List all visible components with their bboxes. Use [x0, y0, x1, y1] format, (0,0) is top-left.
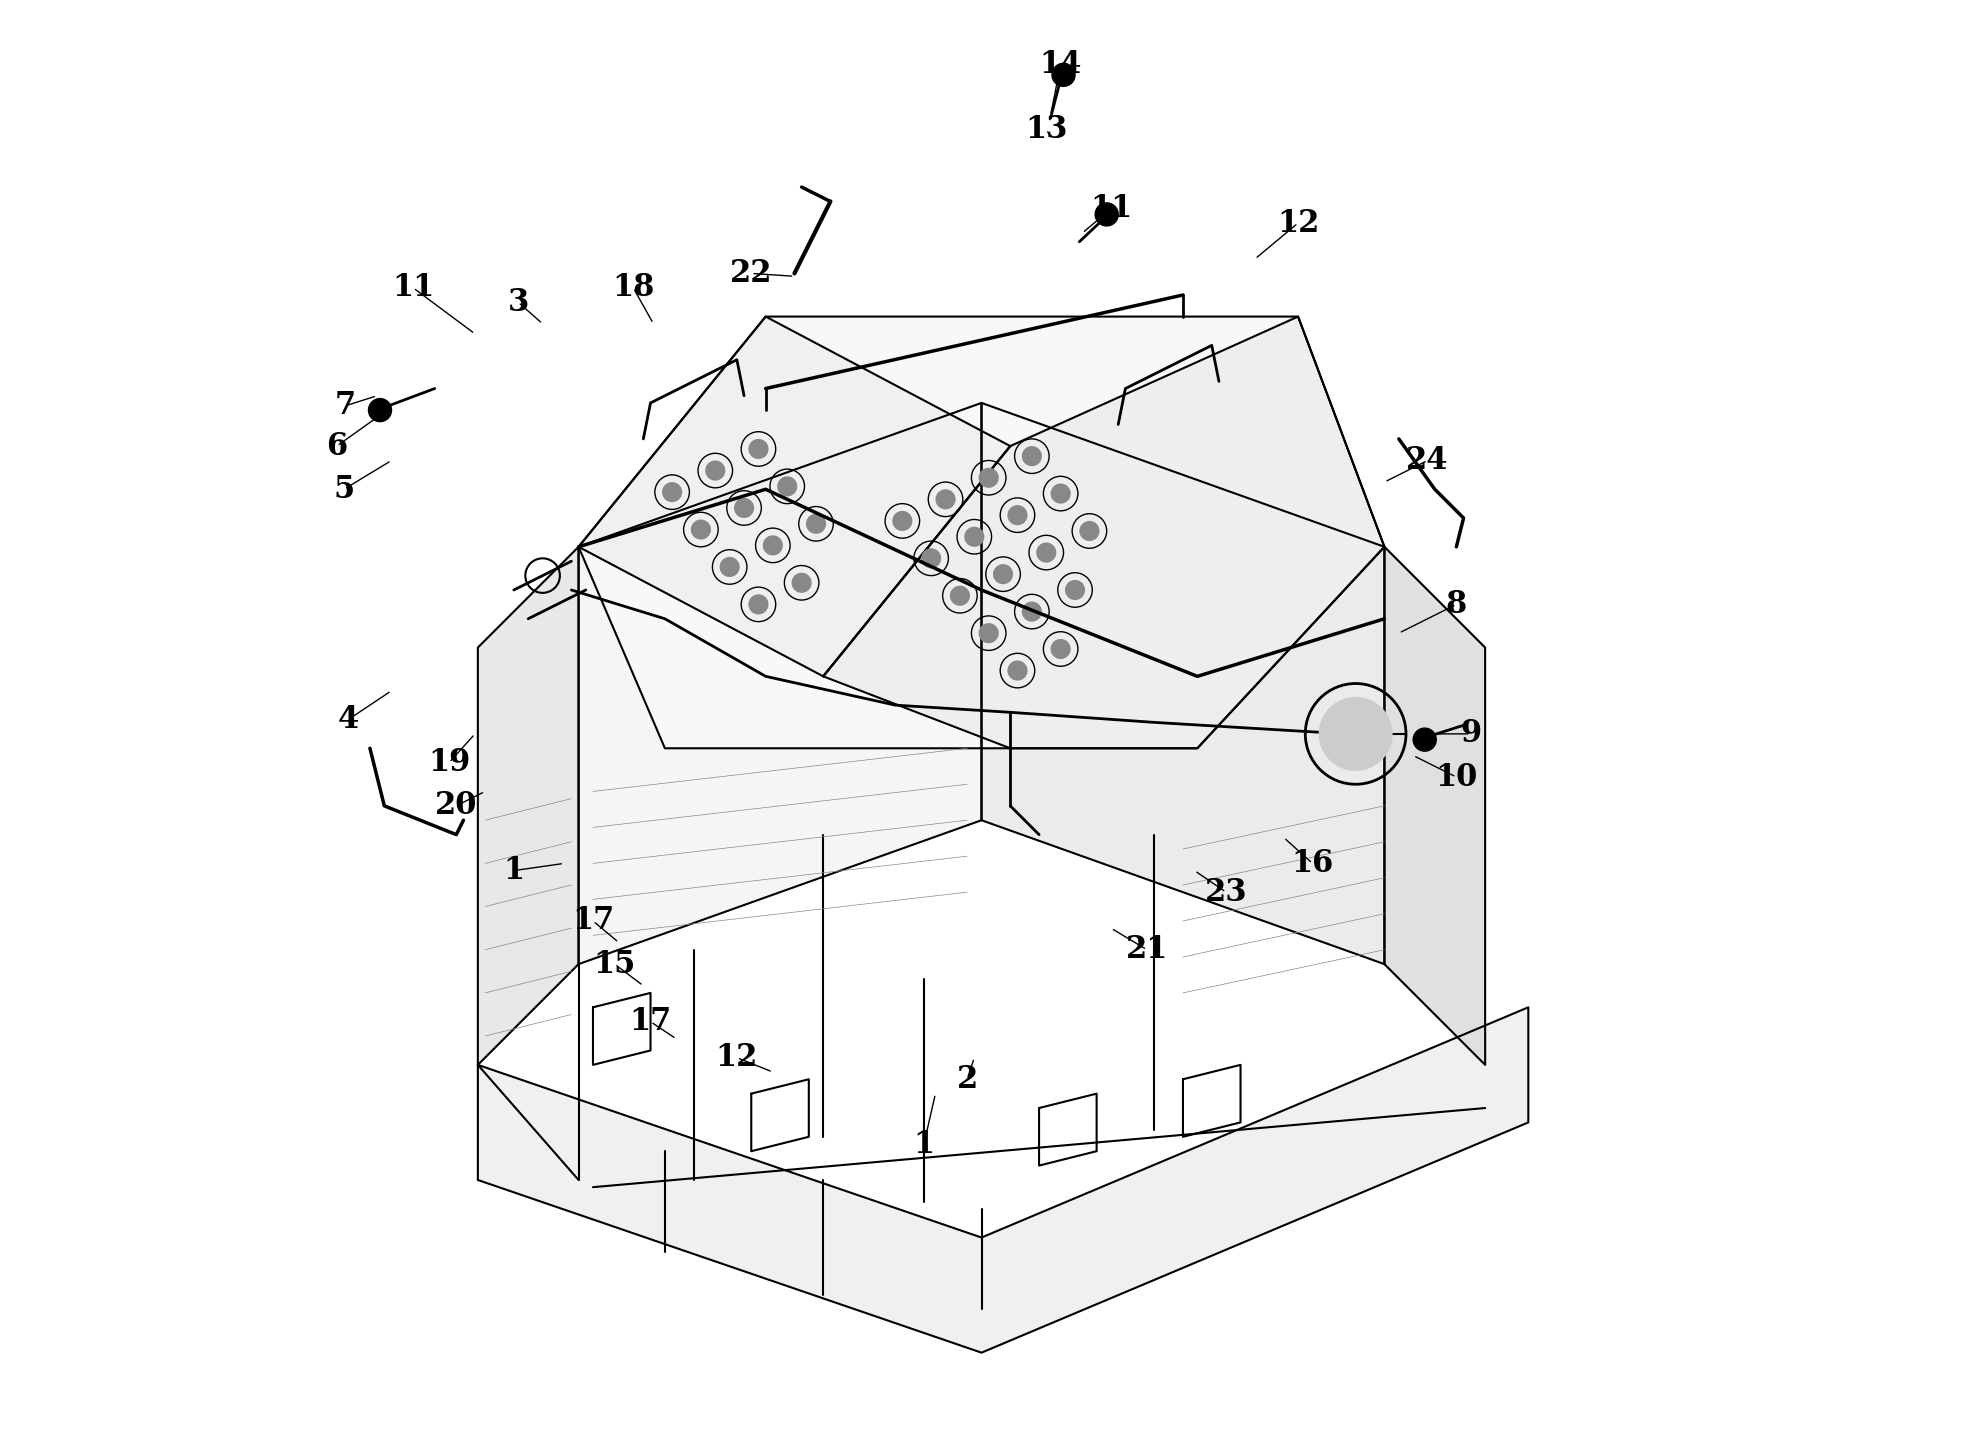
Circle shape [1052, 63, 1076, 86]
Text: 4: 4 [338, 704, 359, 735]
Circle shape [1080, 521, 1099, 541]
Polygon shape [477, 547, 579, 1065]
Text: 6: 6 [326, 430, 347, 462]
Circle shape [936, 489, 956, 509]
Text: 3: 3 [508, 286, 528, 318]
Circle shape [950, 586, 970, 606]
Text: 8: 8 [1445, 589, 1466, 620]
Polygon shape [579, 403, 982, 964]
Circle shape [1007, 505, 1027, 525]
Circle shape [748, 594, 769, 614]
Text: 15: 15 [593, 948, 636, 980]
Text: 23: 23 [1205, 876, 1247, 908]
Text: 17: 17 [571, 905, 614, 937]
Polygon shape [477, 1007, 1529, 1353]
Text: 7: 7 [336, 390, 355, 422]
Circle shape [1319, 698, 1392, 770]
Circle shape [1066, 580, 1086, 600]
Text: 20: 20 [436, 790, 477, 822]
Circle shape [705, 460, 726, 481]
Text: 24: 24 [1406, 445, 1449, 476]
Circle shape [1050, 484, 1070, 504]
Text: 2: 2 [956, 1063, 978, 1095]
Text: 16: 16 [1292, 848, 1333, 879]
Circle shape [921, 548, 940, 568]
Circle shape [764, 535, 783, 555]
Text: 5: 5 [334, 473, 355, 505]
Text: 11: 11 [393, 272, 434, 304]
Circle shape [691, 519, 711, 540]
Circle shape [1036, 543, 1056, 563]
Circle shape [1023, 446, 1042, 466]
Circle shape [980, 623, 999, 643]
Text: 9: 9 [1460, 718, 1482, 750]
Circle shape [1413, 728, 1437, 751]
Text: 11: 11 [1089, 193, 1133, 224]
Text: 19: 19 [428, 747, 471, 778]
Polygon shape [579, 317, 1011, 676]
Circle shape [1023, 602, 1042, 622]
Text: 1: 1 [503, 855, 524, 886]
Text: 12: 12 [1276, 207, 1319, 239]
Circle shape [1050, 639, 1070, 659]
Text: 21: 21 [1127, 934, 1168, 966]
Polygon shape [822, 317, 1384, 748]
Polygon shape [1384, 547, 1486, 1065]
Circle shape [662, 482, 683, 502]
Circle shape [807, 514, 826, 534]
Text: 10: 10 [1435, 761, 1478, 793]
Text: 18: 18 [612, 272, 654, 304]
Text: 14: 14 [1040, 49, 1082, 81]
Circle shape [980, 468, 999, 488]
Text: 12: 12 [716, 1042, 758, 1073]
Text: 17: 17 [630, 1006, 671, 1038]
Circle shape [720, 557, 740, 577]
Polygon shape [579, 317, 1384, 748]
Text: 22: 22 [730, 258, 773, 289]
Circle shape [748, 439, 769, 459]
Circle shape [791, 573, 811, 593]
Circle shape [964, 527, 983, 547]
Circle shape [734, 498, 754, 518]
Circle shape [993, 564, 1013, 584]
Circle shape [893, 511, 913, 531]
Circle shape [1007, 661, 1027, 681]
Text: 1: 1 [913, 1128, 934, 1160]
Text: 13: 13 [1025, 114, 1068, 145]
Polygon shape [982, 403, 1384, 964]
Circle shape [369, 399, 391, 422]
Circle shape [777, 476, 797, 496]
Circle shape [1095, 203, 1119, 226]
